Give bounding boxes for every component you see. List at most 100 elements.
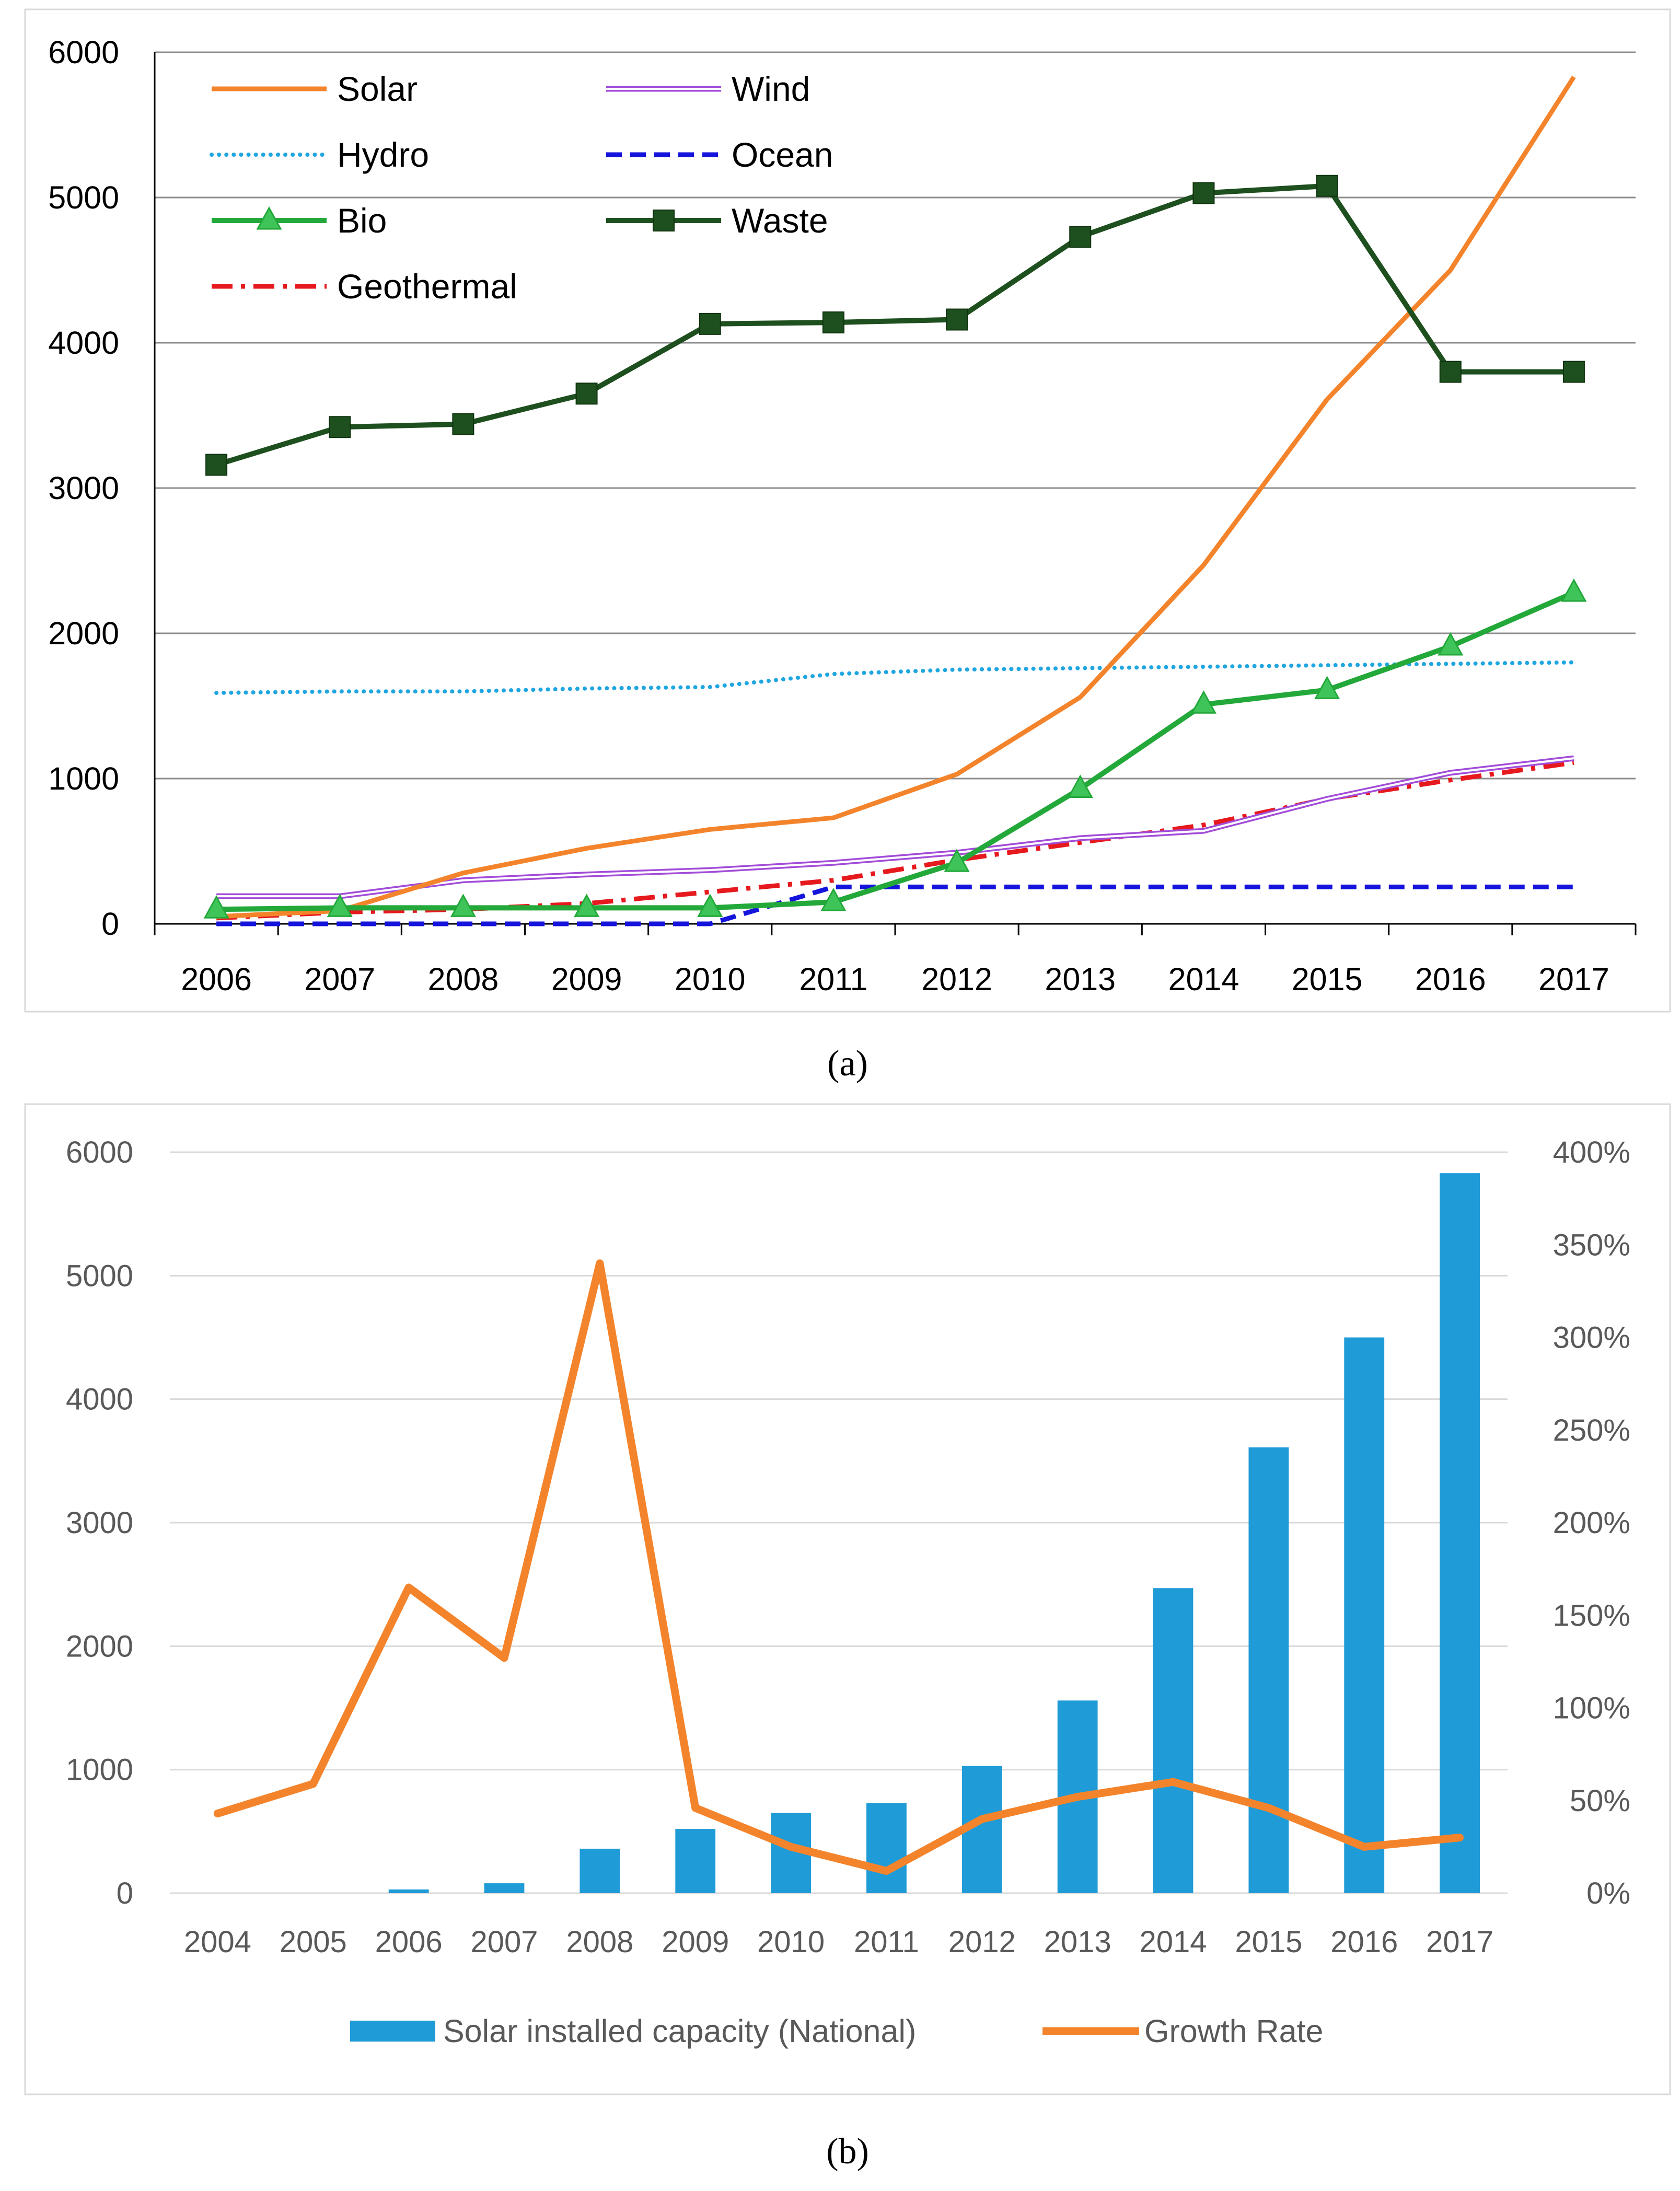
x-tick-label: 2014 [1168,961,1239,997]
caption-b: (b) [826,2131,869,2172]
y-tick-label: 1000 [66,1753,133,1787]
series-line-wind-inner [216,757,1574,898]
y-tick-label: 1000 [48,761,119,796]
marker-waste [329,416,351,438]
x-tick-label: 2008 [428,961,499,997]
legend-label: Ocean [732,135,833,174]
chart-b-legend: Solar installed capacity (National) Growt… [350,2013,1323,2049]
bar-2006 [388,1889,429,1893]
y2-tick-label: 200% [1553,1506,1630,1540]
marker-waste [1439,361,1462,383]
series-line-solar [216,75,1576,919]
marker-waste [1192,182,1215,204]
x-tick-label: 2014 [1139,1925,1207,1959]
y-tick-label: 0 [117,1876,133,1910]
y-tick-label: 5000 [66,1259,133,1293]
y-tick-label: 6000 [48,34,119,70]
series-hydro [214,660,1576,695]
marker-waste [1562,361,1585,383]
x-tick-label: 2010 [757,1925,825,1959]
chart-a-axes [154,52,1637,935]
x-tick-label: 2009 [662,1925,729,1959]
y2-tick-label: 400% [1553,1135,1630,1169]
bar-2015 [1248,1447,1289,1893]
x-tick-label: 2010 [675,961,746,997]
y-tick-label: 4000 [48,325,119,361]
marker-waste [1069,226,1092,248]
bar-2008 [580,1848,620,1893]
chart-b-gridlines [170,1151,1508,1894]
legend-label: Geothermal [337,267,517,306]
x-tick-label: 2013 [1044,1925,1111,1959]
legend-item-solar: Solar [212,69,418,108]
x-tick-label: 2012 [921,961,992,997]
y-tick-label: 0 [101,906,119,942]
x-tick-label: 2006 [375,1925,443,1959]
chart-b-growth-line [213,1259,1464,1875]
legend-item-wind: Wind [606,69,810,108]
x-tick-label: 2011 [854,1925,919,1959]
legend-item-growth-rate: Growth Rate [1042,2013,1323,2049]
legend-label: Hydro [337,135,429,174]
marker-bio [574,894,600,917]
series-ocean [216,884,1574,926]
marker-waste [653,210,675,231]
x-tick-label: 2017 [1426,1925,1493,1959]
chart-a-x-tick-labels: 2006 2007 2008 2009 2010 2011 2012 2013 2014 2015… [181,961,1609,997]
marker-bio [1561,578,1587,602]
growth-rate-line [213,1259,1464,1875]
x-tick-label: 2011 [799,961,867,997]
legend-label: Waste [732,201,828,240]
legend-item-ocean: Ocean [606,135,833,174]
y2-tick-label: 100% [1553,1691,1630,1725]
x-tick-label: 2013 [1045,961,1116,997]
chart-b-y-tick-labels: 0 1000 2000 3000 4000 5000 6000 [66,1135,133,1910]
x-tick-label: 2008 [566,1925,633,1959]
legend-item-hydro: Hydro [210,135,429,174]
chart-b-y2-tick-labels: 0% 50% 100% 150% 200% 250% 300% 350% 400% [1553,1135,1630,1910]
marker-waste [946,308,968,331]
marker-bio [1314,676,1340,699]
y2-tick-label: 350% [1553,1228,1630,1262]
y-tick-label: 2000 [48,616,119,651]
x-tick-label: 2012 [948,1925,1016,1959]
chart-a-series [203,75,1587,926]
x-tick-label: 2004 [184,1925,251,1959]
marker-bio [1438,632,1464,656]
series-line-bio [216,590,1575,912]
marker-waste [822,311,844,334]
marker-bio [256,206,282,230]
series-bio [203,578,1587,919]
series-line-ocean [216,884,1574,926]
y2-tick-label: 300% [1553,1321,1630,1355]
legend-label: Solar installed capacity (National) [443,2013,916,2049]
marker-bio [327,894,353,917]
legend-item-solar-capacity: Solar installed capacity (National) [350,2013,916,2049]
x-tick-label: 2016 [1330,1925,1398,1959]
series-solar [216,75,1576,919]
x-tick-label: 2005 [280,1925,347,1959]
series-line-hydro [214,660,1576,695]
marker-waste [452,413,474,435]
series-line-waste [215,183,1574,468]
chart-a-gridlines [155,51,1636,780]
y2-tick-label: 0% [1586,1876,1630,1910]
legend-swatch-bar [350,2021,435,2042]
legend-label: Bio [337,201,387,240]
marker-waste [575,382,598,405]
y-tick-label: 3000 [66,1506,133,1540]
bar-2017 [1440,1173,1480,1893]
legend-label: Solar [337,69,418,108]
x-tick-label: 2015 [1235,1925,1302,1959]
marker-bio [1067,774,1093,798]
x-tick-label: 2007 [304,961,375,997]
marker-waste [205,454,228,476]
y-tick-label: 4000 [66,1383,133,1417]
chart-b-x-tick-labels: 2004 2005 2006 2007 2008 2009 2010 2011 2012 2013… [184,1925,1493,1959]
y-tick-label: 2000 [66,1629,133,1663]
series-wind [216,755,1574,899]
legend-item-bio: Bio [212,201,387,240]
bar-2011 [866,1803,907,1893]
